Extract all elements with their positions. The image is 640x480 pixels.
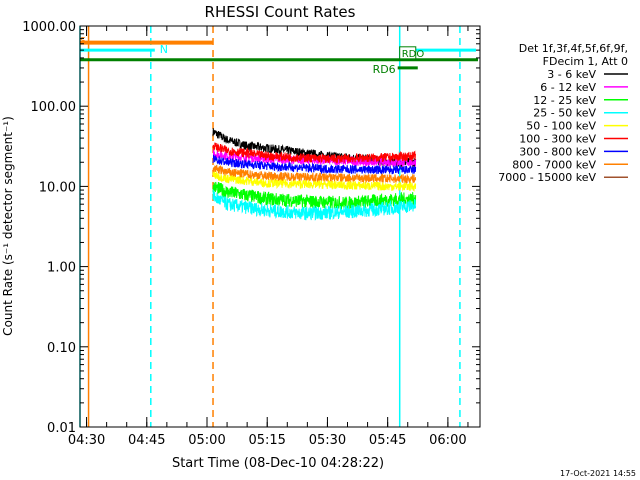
- series-line: [212, 154, 417, 176]
- legend-entry-label: 300 - 800 keV: [519, 145, 596, 158]
- chart-title: RHESSI Count Rates: [205, 3, 356, 21]
- y-tick-label: 100.00: [31, 100, 77, 115]
- y-axis: 0.01 0.10 1.00 10.00 100.00 1000.00: [22, 20, 480, 436]
- legend: Det 1f,3f,4f,5f,6f,9f, FDecim 1, Att 0 3…: [498, 42, 628, 184]
- status-label: S: [80, 37, 86, 47]
- x-axis-label: Start Time (08-Dec-10 04:28:22): [172, 456, 384, 471]
- footer-timestamp: 17-Oct-2021 14:55: [560, 469, 636, 478]
- x-tick-label: 05:00: [188, 433, 225, 448]
- plot-frame: [79, 25, 481, 428]
- series-line: [212, 164, 417, 184]
- legend-entry-label: 50 - 100 keV: [526, 120, 596, 133]
- legend-entry-label: 7000 - 15000 keV: [498, 171, 596, 184]
- y-tick-label: 1000.00: [22, 20, 76, 35]
- status-label: N: [160, 43, 168, 56]
- x-tick-label: 06:00: [429, 433, 466, 448]
- status-label: RDO: [402, 49, 425, 60]
- series-line: [212, 142, 417, 165]
- x-tick-label: 05:30: [309, 433, 346, 448]
- x-tick-label: 04:45: [128, 433, 165, 448]
- legend-entry-label: 3 - 6 keV: [547, 68, 596, 81]
- legend-entry-label: 12 - 25 keV: [533, 94, 596, 107]
- y-tick-label: 10.00: [39, 180, 76, 195]
- y-tick-label: 1.00: [47, 261, 76, 276]
- x-tick-label: 05:15: [248, 433, 285, 448]
- status-label: RD6: [373, 63, 396, 76]
- series-line: [212, 170, 417, 192]
- legend-entry-label: 100 - 300 keV: [519, 133, 596, 146]
- x-axis: 04:30 04:45 05:00 05:15 05:30 05:45 06:00: [68, 26, 469, 448]
- y-tick-label: 0.10: [47, 341, 76, 356]
- y-axis-label: Count Rate (s⁻¹ detector segment⁻¹): [1, 116, 15, 336]
- series-line: [212, 189, 417, 221]
- status-bars: S N RD6 RDO: [80, 37, 478, 76]
- legend-entry-label: 6 - 12 keV: [540, 81, 596, 94]
- legend-entry-label: 25 - 50 keV: [533, 107, 596, 120]
- legend-header-line-1: Det 1f,3f,4f,5f,6f,9f,: [519, 42, 628, 55]
- y-tick-label: 0.01: [47, 421, 76, 436]
- legend-entry-label: 800 - 7000 keV: [512, 158, 596, 171]
- x-tick-label: 05:45: [369, 433, 406, 448]
- status-box: [399, 46, 417, 60]
- series-lines: [212, 128, 417, 221]
- legend-header-line-2: FDecim 1, Att 0: [543, 55, 628, 68]
- x-tick-label: 04:30: [68, 433, 105, 448]
